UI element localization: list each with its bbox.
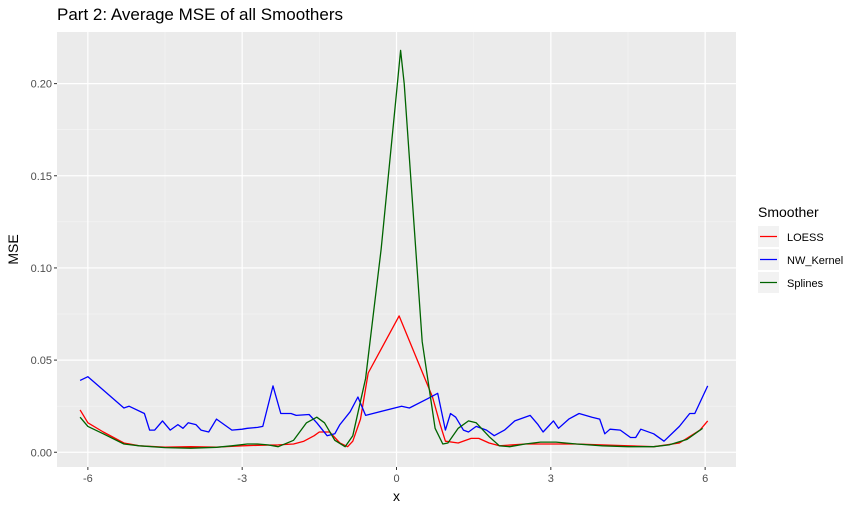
y-tick-label: 0.20 bbox=[31, 79, 52, 91]
y-tick-label: 0.00 bbox=[31, 447, 52, 459]
y-axis: 0.00 0.05 0.10 0.15 0.20 bbox=[31, 79, 57, 459]
x-axis-title: x bbox=[393, 488, 400, 504]
legend-label-nw-kernel: NW_Kernel bbox=[787, 255, 843, 267]
series-lines bbox=[79, 49, 709, 449]
series-line-splines bbox=[79, 49, 703, 449]
y-tick-label: 0.15 bbox=[31, 171, 52, 183]
legend-title: Smoother bbox=[758, 204, 819, 220]
y-tick-label: 0.05 bbox=[31, 355, 52, 367]
x-tick-label: 3 bbox=[548, 473, 554, 485]
x-axis: -6 -3 0 3 6 bbox=[83, 467, 708, 485]
series-line-loess bbox=[79, 315, 709, 448]
x-tick-label: -6 bbox=[83, 473, 93, 485]
legend-items: LOESS NW_Kernel Splines bbox=[758, 226, 843, 293]
major-gridlines bbox=[57, 32, 736, 467]
x-tick-label: 0 bbox=[393, 473, 399, 485]
legend: Smoother LOESS NW_Kernel Splines bbox=[758, 204, 843, 293]
x-tick-label: -3 bbox=[237, 473, 247, 485]
y-axis-title: MSE bbox=[5, 234, 21, 264]
chart-title: Part 2: Average MSE of all Smoothers bbox=[57, 5, 343, 24]
legend-label-splines: Splines bbox=[787, 278, 824, 290]
series-line-nw-kernel bbox=[79, 376, 709, 442]
x-tick-label: 6 bbox=[702, 473, 708, 485]
legend-label-loess: LOESS bbox=[787, 232, 824, 244]
y-tick-label: 0.10 bbox=[31, 263, 52, 275]
